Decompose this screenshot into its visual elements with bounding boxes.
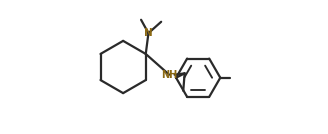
Text: NH: NH [161,70,177,80]
Text: N: N [144,28,153,38]
